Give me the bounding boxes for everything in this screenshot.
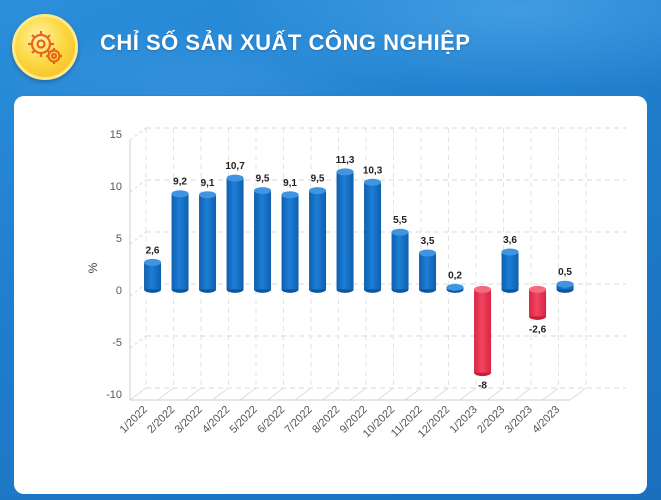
logo [12, 14, 78, 80]
data-label: 0,2 [448, 270, 462, 281]
y-tick-label: 5 [116, 233, 122, 245]
data-label: 11,3 [336, 155, 355, 166]
gridline [377, 387, 394, 401]
gridline [157, 387, 174, 401]
gridline [129, 127, 147, 141]
grid [129, 127, 626, 401]
header-background [0, 0, 661, 95]
gridline [459, 387, 477, 401]
x-tick-label: 3/2022 [173, 404, 205, 436]
data-label: 2,6 [146, 245, 160, 256]
x-tick-label: 7/2022 [283, 404, 315, 436]
bar [309, 187, 327, 293]
data-label: 9,5 [311, 174, 325, 185]
data-label: 3,6 [503, 235, 517, 246]
y-tick-label: 0 [116, 285, 122, 297]
gridline [129, 283, 147, 297]
bar [446, 283, 464, 293]
data-label: -2,6 [529, 324, 547, 335]
gridline [432, 387, 449, 401]
x-tick-label: 5/2022 [228, 404, 260, 436]
data-label: -8 [478, 381, 487, 392]
x-tick-label: 2/2022 [145, 404, 177, 436]
y-axis-label: % [86, 262, 100, 273]
data-label: 9,5 [256, 174, 270, 185]
bar [281, 191, 299, 293]
x-tick-label: 8/2022 [310, 404, 342, 436]
gridline [212, 387, 229, 401]
x-tick-label: 3/2023 [503, 404, 535, 436]
bar [556, 280, 574, 293]
bar [474, 285, 492, 377]
gridline [514, 387, 532, 401]
gears-icon [28, 31, 62, 64]
data-label: 5,5 [393, 215, 407, 226]
gridline [267, 387, 284, 401]
gridline [569, 387, 587, 401]
gridline [129, 335, 147, 349]
gridline [184, 387, 202, 401]
gridline [542, 387, 559, 401]
gridline [239, 387, 257, 401]
data-label: 10,7 [225, 161, 245, 172]
x-tick-label: 2/2023 [475, 404, 507, 436]
gridline [404, 387, 422, 401]
gridline [129, 231, 147, 245]
bar [419, 249, 437, 293]
bar [391, 228, 409, 293]
y-tick-label: -10 [106, 389, 122, 401]
x-tick-label: 1/2023 [448, 404, 480, 436]
data-label: 9,1 [201, 178, 215, 189]
bar [144, 258, 162, 293]
gridline [322, 387, 339, 401]
bar [199, 191, 217, 293]
data-label: 9,1 [283, 178, 297, 189]
bar [336, 168, 354, 293]
x-tick-label: 6/2022 [255, 404, 287, 436]
gridline [487, 387, 504, 401]
gridline [129, 387, 147, 401]
y-tick-label: 10 [110, 181, 122, 193]
gridline [294, 387, 312, 401]
data-label: 10,3 [363, 165, 383, 176]
bar [254, 187, 272, 293]
bar [364, 178, 382, 293]
y-tick-label: -5 [112, 337, 122, 349]
x-tick-label: 1/2022 [118, 404, 150, 436]
data-label: 0,5 [558, 267, 572, 278]
x-tick-label: 4/2023 [530, 404, 562, 436]
data-label: 3,5 [421, 236, 435, 247]
bar [529, 285, 547, 320]
gridline [129, 179, 147, 193]
data-label: 9,2 [173, 177, 187, 188]
page-title: CHỈ SỐ SẢN XUẤT CÔNG NGHIỆP [100, 30, 471, 55]
y-tick-label: 15 [110, 129, 122, 141]
bar [226, 174, 244, 293]
x-tick-label: 4/2022 [200, 404, 232, 436]
gridline [349, 387, 367, 401]
bar [501, 248, 519, 293]
bar [171, 190, 189, 293]
